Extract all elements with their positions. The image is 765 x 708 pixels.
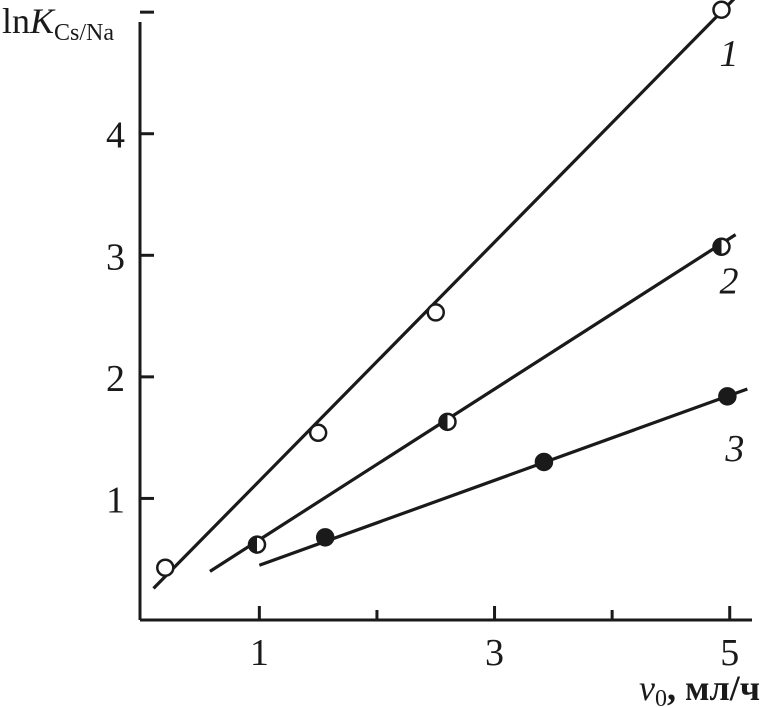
data-point-1 (426, 303, 445, 322)
series-label-3: 3 (724, 428, 744, 470)
series-labels: 1 2 3 (719, 33, 744, 470)
y-tick-label: 3 (106, 236, 125, 278)
y-title-symbol: K (29, 1, 56, 41)
data-point-1 (156, 558, 175, 577)
data-point-3 (718, 387, 737, 406)
x-title-unit: , мл/ч (667, 668, 760, 708)
data-point-3 (315, 528, 335, 547)
data-point-2 (438, 412, 457, 432)
ticks: 1 2 3 4 1 3 5 (106, 10, 739, 674)
x-title-subscript: 0 (655, 686, 667, 708)
y-tick-label: 4 (106, 115, 125, 157)
x-tick-label: 5 (720, 632, 739, 674)
fit-line-3 (258, 387, 748, 567)
x-axis-title: v0, мл/ч (639, 668, 760, 708)
series-label-2: 2 (719, 260, 738, 302)
data-point-1 (308, 423, 328, 443)
fit-line-2 (209, 233, 737, 573)
fit-lines (152, 0, 748, 590)
y-title-prefix: ln (2, 1, 30, 41)
x-tick-label: 1 (250, 632, 269, 674)
y-tick-label: 1 (106, 479, 125, 521)
y-title-subscript: Cs/Na (54, 20, 114, 46)
series-label-1: 1 (719, 33, 738, 75)
data-point-3 (534, 452, 554, 472)
x-title-symbol: v (639, 668, 655, 708)
y-tick-label: 2 (106, 358, 125, 400)
data-point-2 (712, 237, 731, 257)
data-point-2 (247, 535, 267, 554)
x-tick-label: 3 (485, 632, 504, 674)
fit-line-1 (152, 0, 736, 590)
data-points (156, 0, 737, 577)
y-axis-title: lnKCs/Na (2, 1, 114, 46)
data-point-1 (712, 0, 731, 19)
axes (138, 22, 752, 622)
